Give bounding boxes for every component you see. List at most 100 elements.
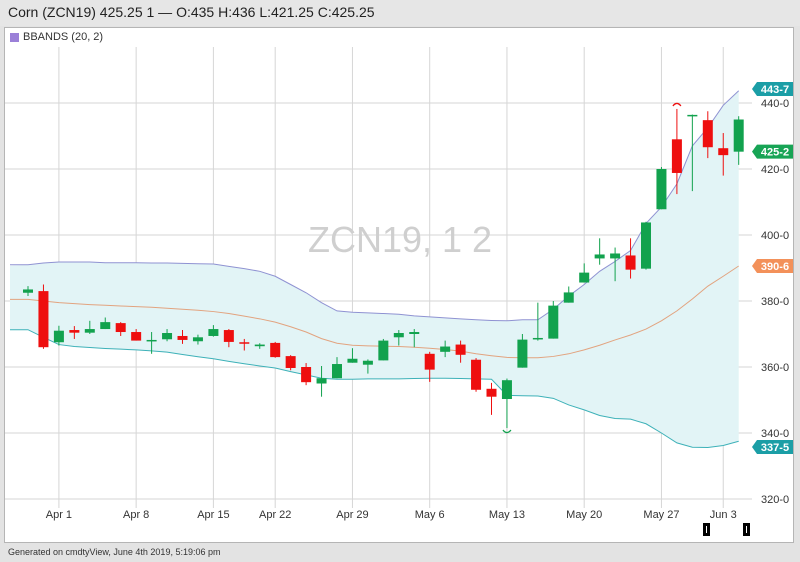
- price-flag: 425-2: [752, 144, 793, 159]
- x-tick-label: Jun 3: [710, 509, 737, 521]
- candle: [517, 334, 528, 368]
- candle-body: [532, 337, 543, 340]
- candle: [146, 332, 157, 354]
- candle-body: [625, 255, 636, 270]
- candle: [625, 238, 636, 279]
- candle: [486, 382, 497, 415]
- candle: [84, 320, 95, 334]
- candle: [316, 366, 327, 397]
- price-flag-shape: [752, 144, 793, 159]
- period-high-marker: [672, 102, 682, 107]
- candle-body: [393, 333, 404, 338]
- candle: [393, 330, 404, 346]
- x-tick-label: May 13: [489, 509, 525, 521]
- candle-body: [424, 353, 435, 370]
- bollinger-bands: [10, 90, 740, 449]
- candle-body: [501, 380, 512, 400]
- candle: [501, 378, 512, 429]
- candle: [38, 284, 49, 349]
- candle-body: [270, 342, 281, 358]
- legend-label: BBANDS (20, 2): [23, 31, 104, 43]
- candle-body: [517, 339, 528, 368]
- y-tick-label: 380-0: [761, 296, 789, 308]
- candle: [223, 329, 234, 348]
- candle: [610, 247, 621, 282]
- price-flag-label: 443-7: [761, 84, 789, 96]
- candle: [362, 359, 373, 374]
- candle-body: [301, 367, 312, 383]
- candle-body: [223, 330, 234, 342]
- candle-body: [378, 340, 389, 361]
- candle-body: [316, 378, 327, 384]
- indicator-legend[interactable]: BBANDS (20, 2): [10, 31, 103, 43]
- candle: [208, 325, 219, 337]
- candle-body: [702, 120, 713, 148]
- candle: [671, 108, 682, 195]
- candle: [115, 322, 126, 336]
- x-tick-label: Apr 22: [259, 509, 291, 521]
- candle-body: [455, 344, 466, 355]
- x-tick-label: Apr 29: [336, 509, 368, 521]
- y-tick-label: 440-0: [761, 98, 789, 110]
- x-tick-label: May 20: [566, 509, 602, 521]
- candle: [702, 111, 713, 159]
- candle: [579, 263, 590, 283]
- candle: [100, 317, 111, 330]
- y-tick-label: 340-0: [761, 428, 789, 440]
- y-tick-label: 320-0: [761, 494, 789, 506]
- candle: [285, 355, 296, 371]
- candle: [641, 221, 651, 270]
- candle: [594, 238, 605, 265]
- candle-body: [53, 330, 64, 343]
- candle: [239, 338, 250, 351]
- instrument-quote-title: Corn (ZCN19) 425.25 1 — O:435 H:436 L:42…: [8, 4, 375, 20]
- candle: [548, 301, 559, 339]
- candle-body: [563, 292, 574, 303]
- candle: [301, 363, 312, 386]
- candle-body: [84, 329, 95, 333]
- candle: [53, 325, 64, 346]
- candle: [270, 341, 281, 358]
- candle-body: [548, 305, 559, 339]
- price-flag: 390-6: [752, 259, 793, 274]
- price-flag-label: 337-5: [761, 442, 789, 454]
- x-tick-label: Apr 1: [46, 509, 72, 521]
- candle-body: [718, 148, 729, 156]
- price-flags: 443-7 425-2 390-6 337-5: [752, 82, 793, 454]
- candle: [378, 338, 389, 361]
- candle: [471, 358, 482, 392]
- candle-body: [162, 333, 173, 340]
- lower-band-line: [10, 329, 739, 449]
- candle-body: [610, 253, 621, 259]
- candle-body: [146, 339, 157, 342]
- candle: [656, 167, 667, 210]
- candle-body: [208, 329, 219, 336]
- candle: [177, 330, 188, 344]
- range-handle-right[interactable]: [743, 523, 750, 536]
- upper-band-line: [10, 90, 740, 322]
- candle: [23, 286, 33, 297]
- candle-body: [285, 356, 296, 368]
- candle: [440, 340, 451, 358]
- price-flag: 443-7: [752, 82, 793, 96]
- candle-body: [254, 344, 265, 347]
- candle-body: [347, 358, 358, 363]
- candle-body: [579, 272, 590, 283]
- candles: [23, 102, 744, 434]
- candle-body: [100, 322, 111, 330]
- band-fill: [10, 90, 739, 448]
- candle: [733, 116, 744, 165]
- candle-body: [239, 342, 250, 344]
- candle-body: [641, 222, 651, 269]
- candle: [532, 302, 543, 341]
- candle-body: [409, 332, 420, 334]
- candle-body: [23, 289, 33, 293]
- range-handle-left[interactable]: [703, 523, 710, 536]
- candle-body: [362, 360, 373, 365]
- price-flag: 337-5: [752, 440, 793, 454]
- candle-body: [486, 388, 497, 397]
- candle-body: [656, 169, 667, 210]
- x-tick-label: May 27: [643, 509, 679, 521]
- candle: [718, 133, 729, 176]
